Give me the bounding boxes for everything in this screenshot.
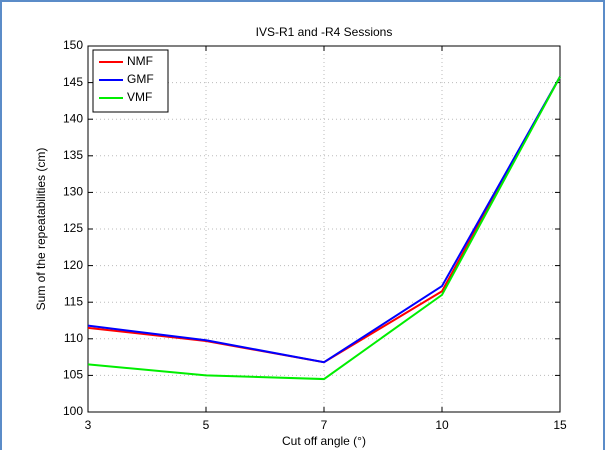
y-tick-label: 145: [63, 75, 83, 89]
y-tick-label: 100: [63, 404, 83, 418]
x-tick-label: 7: [321, 418, 328, 432]
x-axis-label: Cut off angle (°): [282, 434, 366, 448]
legend-label: VMF: [127, 90, 152, 104]
y-tick-label: 150: [63, 38, 83, 52]
x-tick-label: 15: [553, 418, 567, 432]
y-axis-label: Sum of the repeatabilities (cm): [34, 148, 48, 311]
legend-label: NMF: [127, 54, 153, 68]
series-line: [87, 76, 561, 381]
x-tick-label: 10: [435, 418, 449, 432]
y-tick-label: 130: [63, 185, 83, 199]
y-tick-label: 140: [63, 111, 83, 125]
y-tick-label: 125: [63, 221, 83, 235]
axes-box: [87, 45, 561, 413]
x-tick-label: 5: [203, 418, 210, 432]
series-line: [87, 76, 561, 364]
y-tick-label: 110: [64, 331, 83, 345]
y-tick-label: 115: [64, 294, 83, 308]
y-tick-label: 135: [63, 148, 83, 162]
y-tick-label: 120: [63, 258, 83, 272]
x-tick-label: 3: [85, 418, 92, 432]
y-tick-label: 105: [63, 368, 83, 382]
legend-label: GMF: [127, 72, 154, 86]
chart-title: IVS-R1 and -R4 Sessions: [256, 25, 393, 39]
